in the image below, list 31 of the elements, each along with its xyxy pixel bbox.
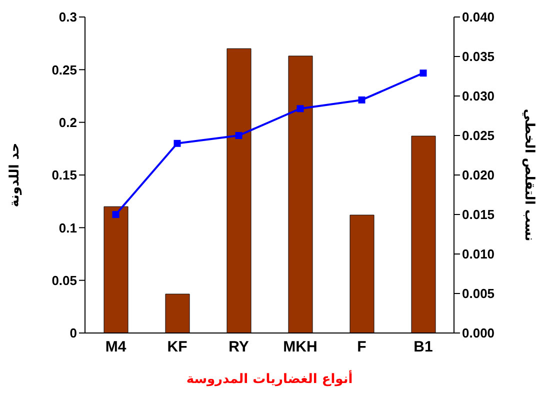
point: [420, 70, 427, 77]
y2-tick-label: 0.020: [462, 168, 495, 183]
y2-tick-label: 0.025: [462, 128, 495, 144]
y-tick-label: 0.25: [52, 62, 77, 78]
x-tick-label: MKH: [283, 338, 318, 356]
point: [235, 132, 242, 139]
y-axis-title: حد اللدونة: [8, 142, 23, 208]
x-tick-label: M4: [105, 338, 127, 356]
x-tick-label: F: [357, 338, 366, 356]
y2-tick-label: 0.030: [462, 88, 495, 104]
point: [112, 211, 120, 218]
x-axis-title: أنواع الغضاريات المدروسة: [186, 370, 353, 387]
point: [358, 96, 366, 104]
y2-tick-label: 0.015: [462, 207, 495, 222]
y2-tick-label: 0.010: [462, 246, 495, 262]
point: [296, 105, 304, 112]
point: [174, 140, 181, 147]
x-tick-label: KF: [167, 338, 188, 356]
y-tick-label: 0.05: [52, 272, 77, 288]
y-tick-label: 0.2: [58, 114, 77, 130]
y2-tick-label: 0.005: [462, 286, 495, 302]
x-tick-label: B1: [414, 338, 433, 356]
y-tick-label: 0.1: [58, 220, 77, 236]
y-tick-label: 0: [70, 326, 77, 341]
y-tick-label: 0.15: [52, 168, 77, 183]
y-tick-label: 0.3: [58, 10, 77, 25]
x-tick-label: RY: [228, 338, 249, 356]
y2-axis-title: نسب التقلص الخطي: [521, 108, 536, 242]
y2-tick-label: 0.035: [462, 49, 495, 64]
y2-tick-label: 0.000: [462, 326, 495, 341]
y2-tick-label: 0.040: [462, 10, 495, 25]
